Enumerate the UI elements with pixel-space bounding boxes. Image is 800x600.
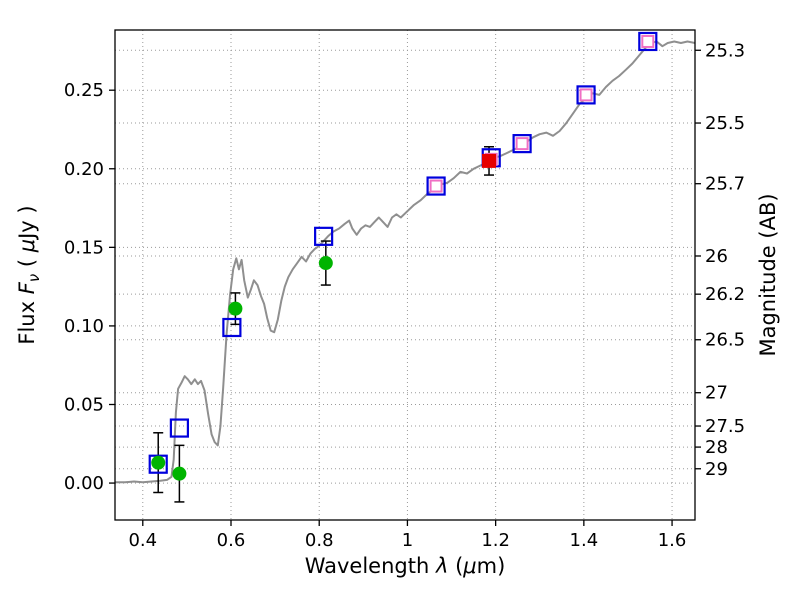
green-circle-marker: [151, 455, 166, 470]
pink-open-square-marker: [429, 179, 443, 193]
blue-open-square-marker: [576, 85, 596, 105]
y-left-tick-label: 0.15: [64, 237, 104, 258]
y-left-tick-label: 0.00: [64, 473, 104, 494]
y-right-tick-label: 28: [705, 437, 728, 458]
blue-open-square-marker: [314, 226, 334, 246]
x-tick-label: 0.6: [217, 530, 246, 551]
blue-open-square-marker: [426, 176, 446, 196]
pink-open-square-marker: [579, 88, 593, 102]
model-spectrum-line: [115, 40, 695, 484]
y-right-tick-label: 25.3: [705, 40, 745, 61]
x-tick-label: 0.8: [305, 530, 334, 551]
x-tick-label: 1.4: [570, 530, 599, 551]
green-circle-marker: [318, 256, 333, 271]
y-right-tick-label: 27: [705, 383, 728, 404]
y-right-tick-label: 26.2: [705, 284, 745, 305]
y-left-tick-label: 0.10: [64, 316, 104, 337]
blue-open-square-marker: [169, 418, 189, 438]
y-axis-label-left: Flux Fν ( μJy ): [15, 205, 43, 344]
pink-open-square-marker: [515, 137, 529, 151]
y-right-tick-label: 26: [705, 246, 728, 267]
grid-lines: [115, 30, 695, 520]
y-right-tick-label: 27.5: [705, 416, 745, 437]
x-tick-label: 1: [402, 530, 413, 551]
y-right-tick-label: 26.5: [705, 330, 745, 351]
x-tick-label: 0.4: [128, 530, 157, 551]
green-circle-marker: [172, 466, 187, 481]
blue-open-square-marker: [512, 134, 532, 154]
blue-open-square-marker: [222, 317, 242, 338]
observed-green-circles: [151, 256, 333, 481]
y-axis-label-right: Magnitude (AB): [756, 193, 780, 356]
red-square-marker: [482, 153, 497, 168]
tick-marks: [109, 49, 701, 526]
model-photometry-squares: [148, 31, 658, 474]
green-circle-marker: [228, 301, 243, 316]
y-right-tick-label: 29: [705, 459, 728, 480]
y-left-tick-label: 0.05: [64, 394, 104, 415]
x-tick-label: 1.6: [658, 530, 687, 551]
y-right-tick-label: 25.7: [705, 174, 745, 195]
y-right-tick-label: 25.5: [705, 113, 745, 134]
pink-open-square-marker: [641, 34, 655, 48]
y-left-tick-label: 0.25: [64, 80, 104, 101]
tick-labels: 0.4 0.6 0.8 1 1.2 1.4 1.6 0.00 0.05 0.10 0.15 0.20 0…: [64, 40, 745, 551]
x-tick-label: 1.2: [481, 530, 510, 551]
axes-frame: [114, 29, 696, 521]
blue-open-square-marker: [638, 31, 658, 52]
x-axis-label: Wavelength λ (μm): [305, 554, 506, 578]
y-left-tick-label: 0.20: [64, 159, 104, 180]
